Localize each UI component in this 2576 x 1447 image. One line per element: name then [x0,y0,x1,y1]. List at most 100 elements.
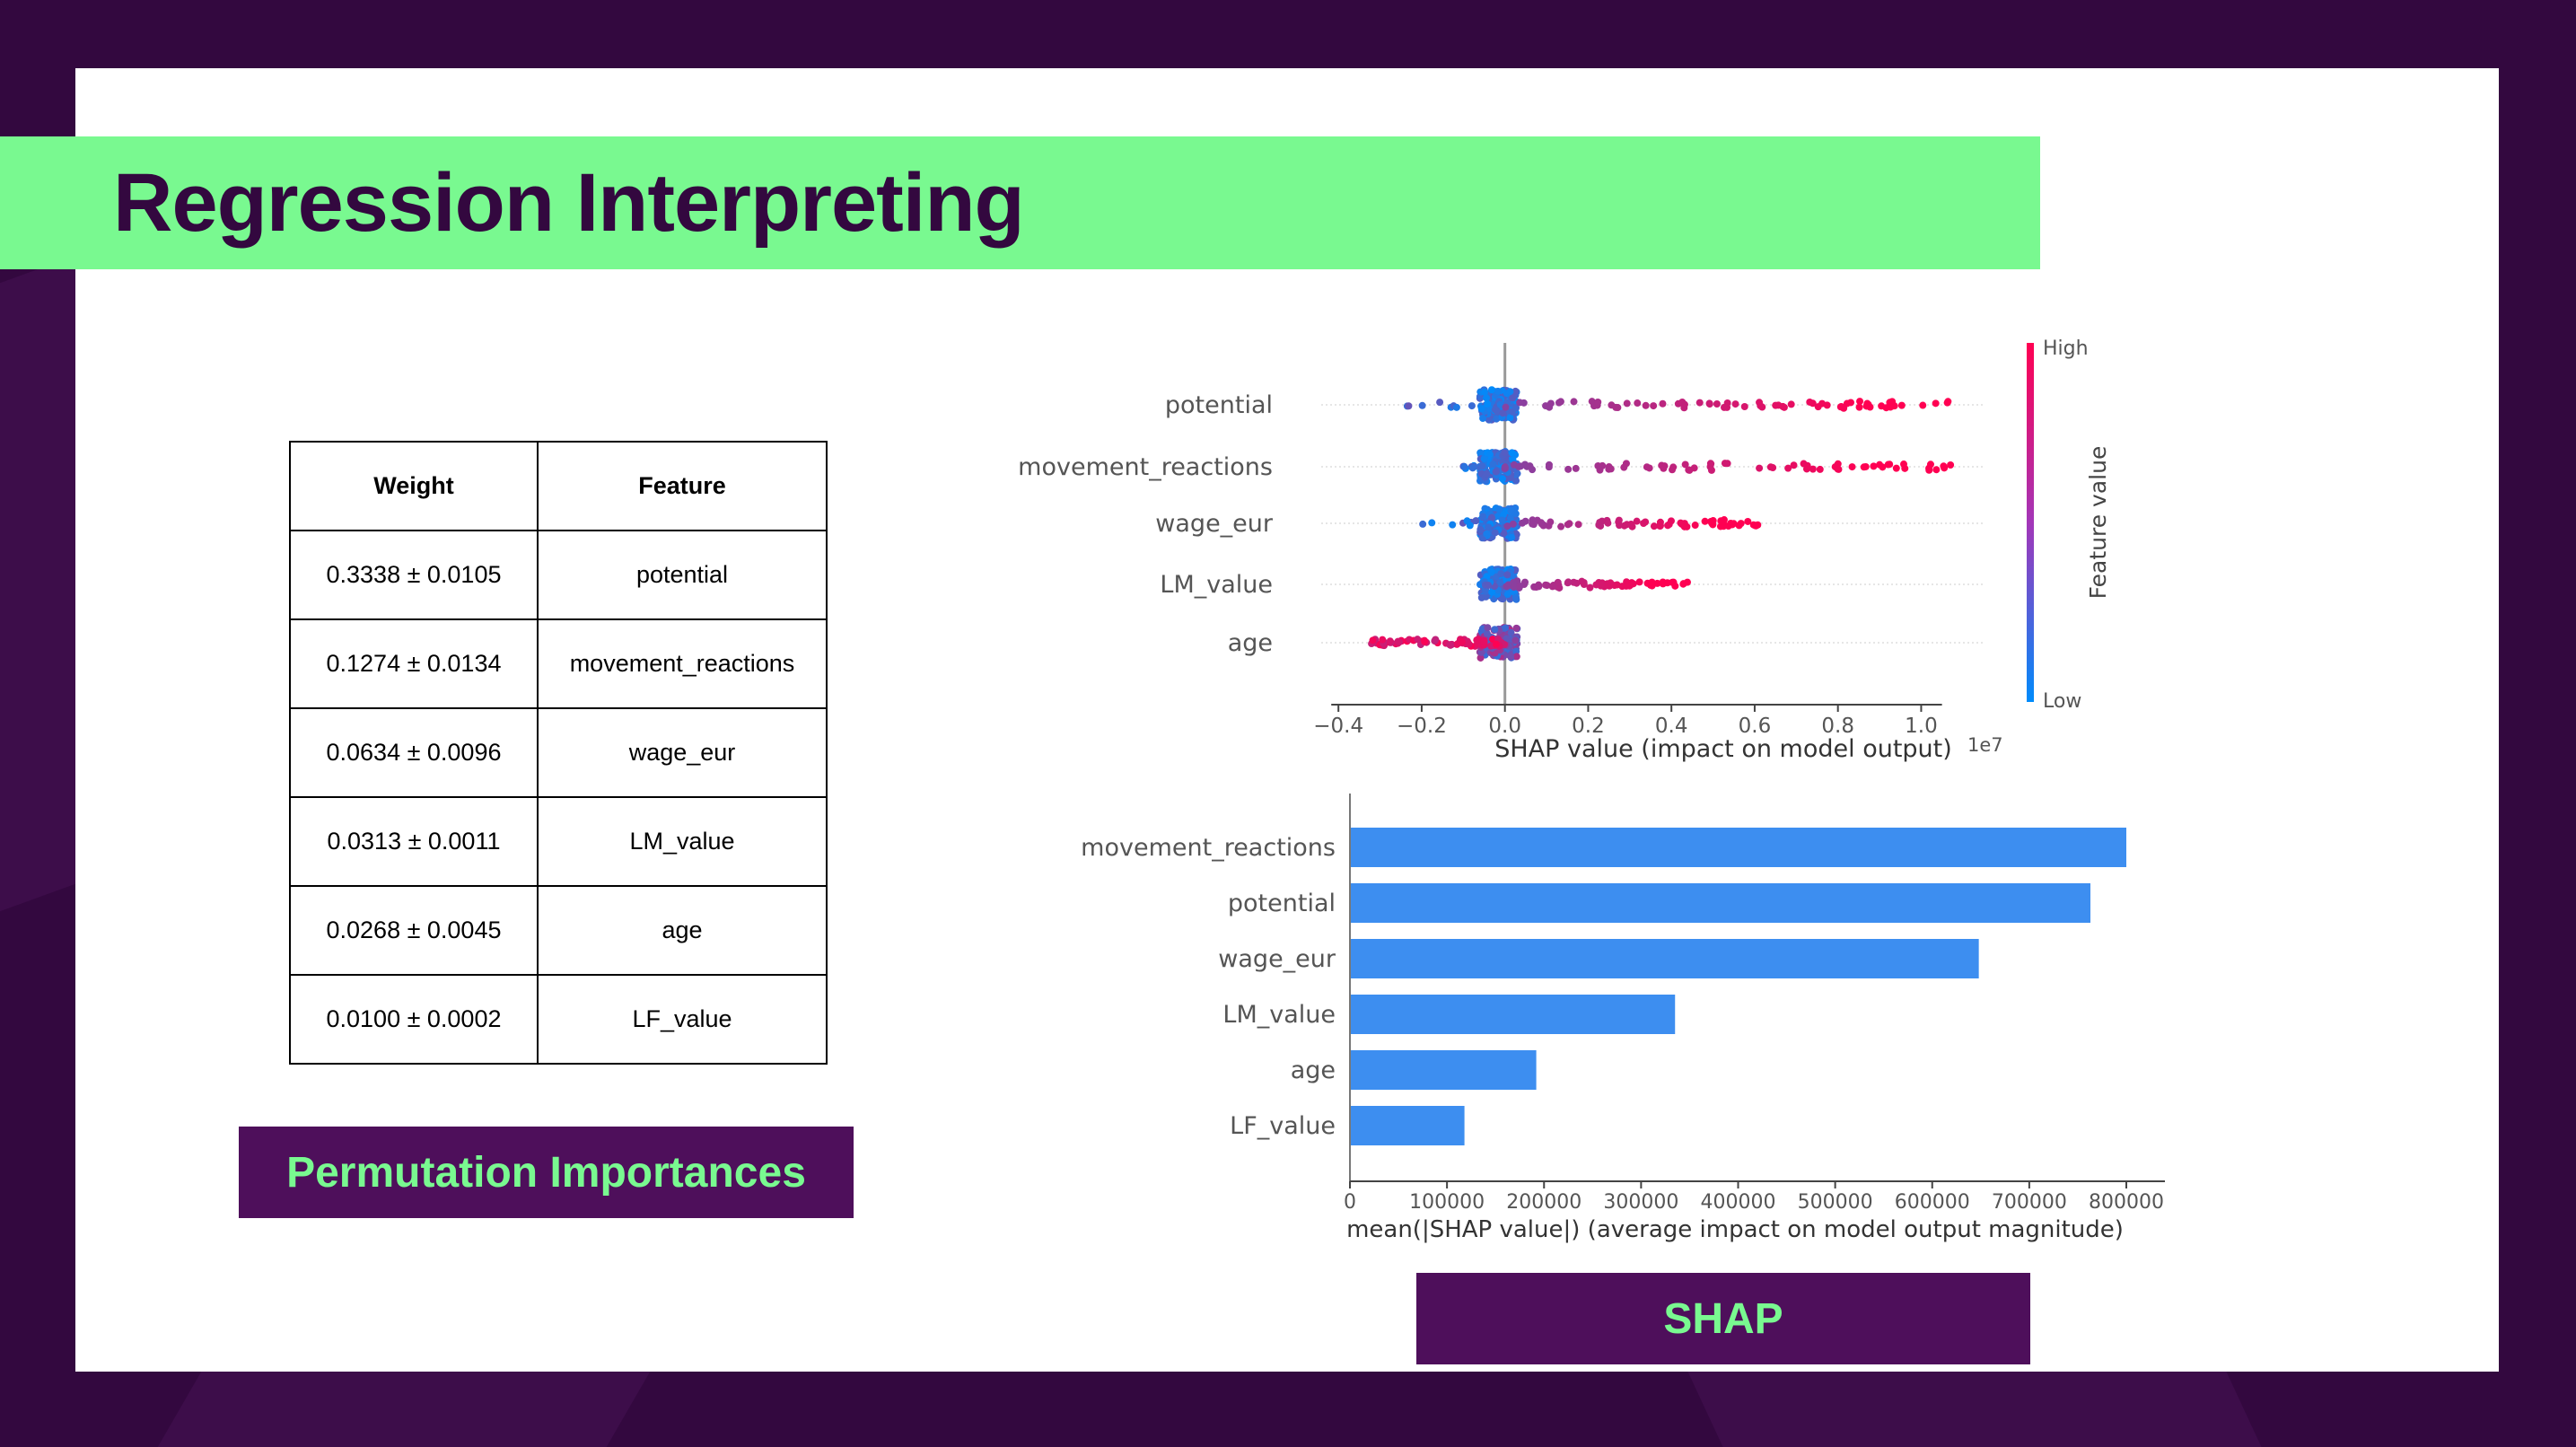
beeswarm-point [1615,516,1623,524]
beeswarm-point [1660,462,1669,470]
weight-cell: 0.0313 ± 0.0011 [289,796,539,887]
beeswarm-point [1656,522,1664,531]
beeswarm-point [1664,522,1672,530]
bar [1350,1050,1537,1090]
beeswarm-point [1685,466,1693,474]
x-tick-label: −0.4 [1313,715,1363,738]
beeswarm-point [1499,409,1507,417]
beeswarm-point [1607,465,1615,473]
beeswarm-point [1642,401,1650,409]
table-row: 0.1274 ± 0.0134 movement_reactions [289,618,828,709]
beeswarm-point [1836,403,1844,411]
beeswarm-point [1485,451,1494,459]
beeswarm-point [1634,399,1642,408]
beeswarm-point [1480,388,1488,396]
beeswarm-point [1608,401,1616,409]
x-tick-label: 1.0 [1905,715,1938,738]
colorbar-label: Feature value [2085,446,2111,600]
beeswarm-point [1508,533,1516,541]
beeswarm-point [1650,522,1658,531]
table-row: 0.0100 ± 0.0002 LF_value [289,974,828,1065]
beeswarm-point [1484,624,1492,632]
beeswarm-point [1847,399,1855,407]
beeswarm-point [1588,398,1596,406]
feature-label: age [1228,629,1273,657]
beeswarm-point [1614,404,1622,412]
beeswarm-point [1494,387,1502,395]
beeswarm-point [1476,449,1485,457]
beeswarm-point [1477,648,1485,656]
shap-label: SHAP [1416,1273,2030,1364]
beeswarm-row-points [1419,504,1762,542]
beeswarm-point [1900,460,1908,469]
feature-header: Feature [537,441,828,531]
beeswarm-point [1897,401,1906,409]
beeswarm-point [1919,401,1927,409]
beeswarm-point [1512,653,1520,661]
colorbar-high-label: High [2043,338,2089,360]
beeswarm-point [1529,466,1537,474]
beeswarm-point [1512,477,1520,485]
beeswarm-point [1892,464,1900,472]
beeswarm-point [1669,463,1678,471]
beeswarm-point [1501,449,1509,457]
beeswarm-point [1394,637,1402,645]
table-header-row: Weight Feature [289,441,828,531]
beeswarm-point [1503,635,1511,643]
beeswarm-point [1477,405,1485,413]
beeswarm-point [1787,400,1795,408]
beeswarm-point [1574,521,1582,529]
beeswarm-point [1503,522,1511,531]
beeswarm-point [1730,520,1738,528]
beeswarm-point [1419,520,1427,528]
beeswarm-point [1691,522,1699,530]
beeswarm-point [1516,583,1524,591]
beeswarm-point [1487,386,1495,394]
feature-label: movement_reactions [1018,453,1273,481]
table-row: 0.0268 ± 0.0045 age [289,885,828,976]
shap-bar-chart: movement_reactions potential wage_eur LM_va… [1081,794,2165,1243]
x-tick-label: 0.0 [1488,715,1521,738]
weight-cell: 0.1274 ± 0.0134 [289,618,539,709]
slide-title: Regression Interpreting [113,157,1025,249]
beeswarm-point [1494,408,1502,416]
category-label: potential [1228,890,1336,917]
beeswarm-point [1508,449,1516,457]
beeswarm-point [1498,516,1506,524]
x-tick-label: 0.6 [1739,715,1772,738]
beeswarm-point [1695,399,1704,407]
beeswarm-point [1529,521,1538,529]
category-label: movement_reactions [1081,834,1336,862]
beeswarm-point [1640,519,1648,527]
beeswarm-point [1512,624,1520,632]
beeswarm-point [1596,466,1604,474]
beeswarm-point [1648,582,1656,590]
x-tick-label: 200000 [1506,1191,1582,1214]
beeswarm-point [1633,517,1641,525]
beeswarm-point [1570,398,1578,406]
beeswarm-point [1465,640,1473,648]
beeswarm-point [1932,466,1941,474]
background-decoration [0,255,75,912]
beeswarm-point [1515,462,1523,470]
beeswarm-point [1511,510,1520,518]
x-axis-label: mean(|SHAP value|) (average impact on mo… [1346,1216,2124,1243]
x-tick-label: 700000 [1992,1191,2067,1214]
beeswarm-point [1756,464,1764,472]
beeswarm-point [1622,582,1630,590]
beeswarm-point [1690,464,1698,472]
feature-cell: wage_eur [537,707,828,798]
beeswarm-point [1709,517,1717,525]
beeswarm-point [1604,519,1612,527]
beeswarm-point [1460,462,1468,470]
beeswarm-row-points [1403,386,1952,424]
x-tick-label: 400000 [1701,1191,1776,1214]
shap-beeswarm-chart: potential movement_reactions wage_eur LM_va… [1018,338,2111,763]
beeswarm-row-points [1459,448,1955,486]
beeswarm-point [1855,403,1863,411]
beeswarm-point [1809,465,1817,473]
x-tick-label: 0.2 [1572,715,1605,738]
beeswarm-point [1623,399,1631,408]
beeswarm-point [1507,628,1515,636]
beeswarm-point [1659,580,1667,588]
